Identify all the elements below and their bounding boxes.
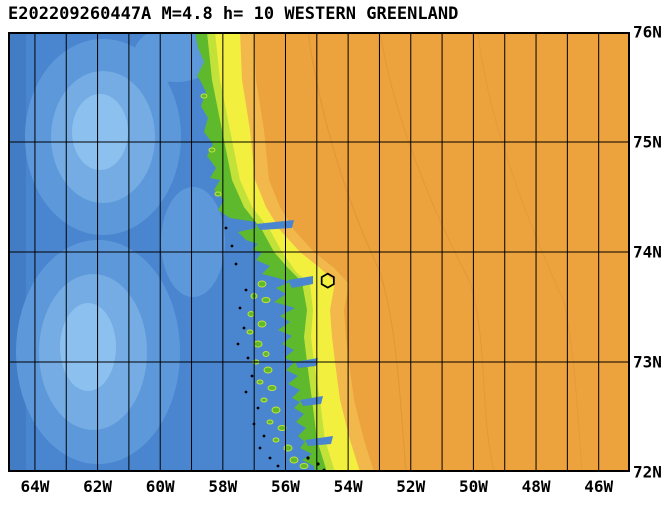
map-frame [8, 32, 630, 472]
lon-axis-label: 52W [396, 477, 426, 496]
graticule-grid [8, 32, 630, 472]
lon-axis-label: 60W [145, 477, 175, 496]
lon-axis-label: 54W [333, 477, 363, 496]
lat-axis-label: 74N [633, 242, 662, 262]
lat-axis-label: 73N [633, 352, 662, 372]
lon-axis-label: 58W [208, 477, 238, 496]
event-title: E202209260447A M=4.8 h= 10 WESTERN GREEN… [8, 4, 459, 24]
lon-axis-label: 56W [271, 477, 300, 496]
lon-axis-label: 50W [458, 477, 488, 496]
epicenter-marker-icon[interactable] [320, 272, 335, 289]
lon-axis-label: 46W [584, 477, 614, 496]
lon-axis-label: 62W [83, 477, 113, 496]
lat-axis-label: 75N [633, 132, 662, 152]
lat-axis-label: 72N [633, 462, 662, 482]
map-canvas[interactable] [8, 32, 630, 472]
lon-axis-label: 64W [20, 477, 50, 496]
lat-axis-label: 76N [633, 22, 662, 42]
lon-axis-label: 48W [521, 477, 551, 496]
